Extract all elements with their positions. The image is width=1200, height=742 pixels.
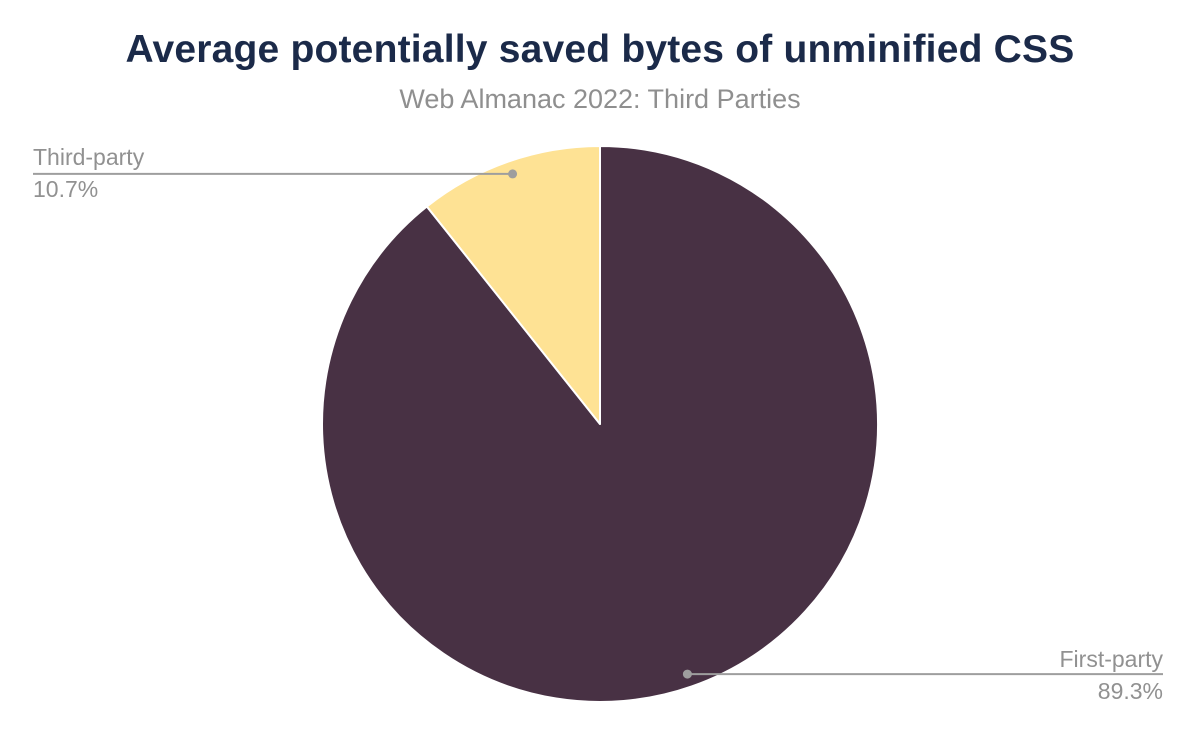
leader-dot-first-party: [682, 669, 692, 679]
slice-label-first-party: First-party: [1059, 646, 1164, 672]
leader-dot-third-party: [508, 169, 518, 179]
pie-slice-third-party[interactable]: [425, 145, 601, 425]
chart-title: Average potentially saved bytes of unmin…: [125, 28, 1075, 71]
slice-value-third-party: 10.7%: [33, 176, 99, 202]
chart-subtitle: Web Almanac 2022: Third Parties: [399, 84, 801, 114]
slice-label-third-party: Third-party: [33, 144, 145, 170]
slice-value-first-party: 89.3%: [1097, 678, 1163, 704]
